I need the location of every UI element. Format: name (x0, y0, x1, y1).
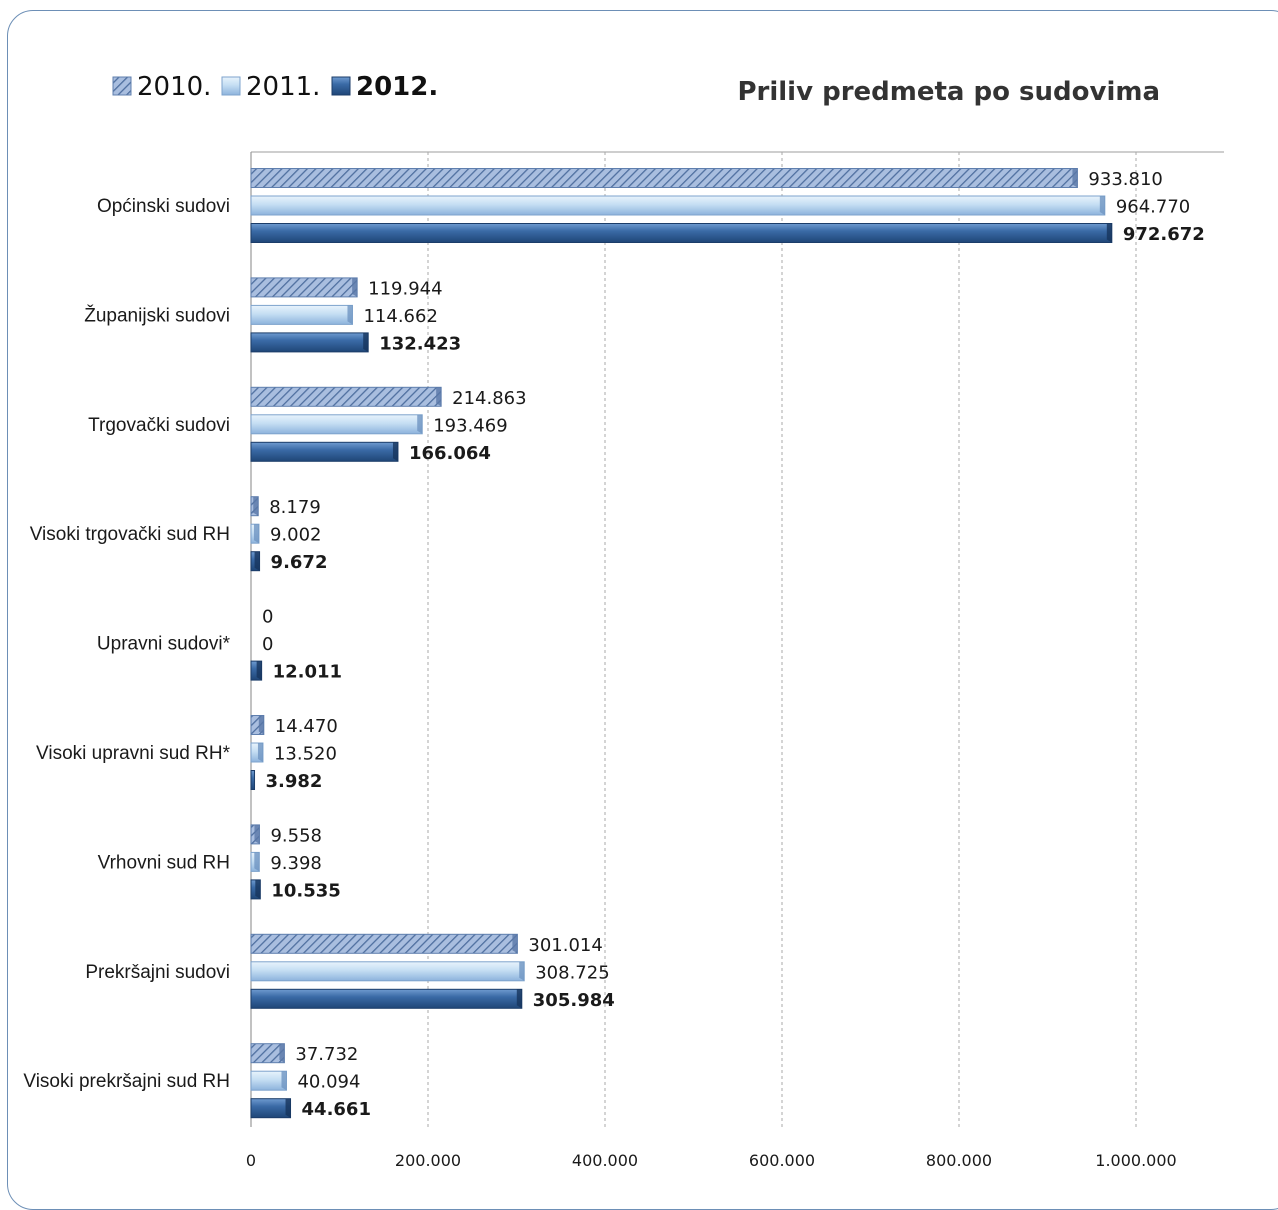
category-label: Visoki trgovački sud RH (30, 524, 230, 545)
bar-end-cap (253, 496, 259, 516)
x-tick-label: 0 (246, 1151, 256, 1170)
data-label: 9.558 (270, 825, 322, 846)
category-label: Županijski sudovi (84, 304, 230, 326)
data-label: 40.094 (297, 1072, 360, 1093)
bar (250, 988, 523, 1009)
category-label: Općinski sudovi (97, 196, 230, 217)
bar-end-cap (258, 715, 264, 735)
x-tick-label: 1.000.000 (1095, 1151, 1176, 1170)
bar-end-cap (257, 743, 263, 762)
data-label: 166.064 (409, 443, 491, 464)
legend-swatch (331, 76, 351, 96)
category-label: Vrhovni sud RH (98, 852, 230, 873)
bar (250, 1043, 285, 1064)
bar (250, 277, 358, 298)
bar-end-cap (1072, 168, 1078, 188)
bar (250, 961, 525, 982)
bar-end-cap (281, 1071, 287, 1091)
bar (250, 168, 1078, 188)
bar-end-cap (347, 305, 353, 325)
bar-end-cap (417, 414, 423, 434)
legend-label: 2010. (137, 72, 211, 102)
bar-end-cap (1099, 196, 1105, 215)
bar-end-cap (253, 524, 259, 544)
bar-end-cap (392, 442, 398, 462)
bar-end-cap (352, 277, 358, 297)
bar (250, 770, 256, 790)
bar-end-cap (519, 961, 525, 981)
x-tick-label: 800.000 (926, 1151, 992, 1170)
data-label: 3.982 (266, 771, 323, 792)
category-label: Trgovački sudovi (88, 415, 230, 436)
bar (250, 304, 353, 325)
bar-end-cap (255, 879, 261, 899)
bar (250, 386, 442, 407)
bar (250, 332, 369, 353)
bar (250, 1070, 287, 1091)
data-label: 9.002 (270, 525, 322, 546)
bar (250, 223, 1113, 243)
bar-end-cap (1106, 223, 1112, 243)
category-label: Upravni sudovi* (97, 634, 231, 655)
data-label: 0 (262, 607, 273, 628)
bar-end-cap (512, 934, 518, 954)
bar-end-cap (254, 551, 260, 571)
data-label: 9.672 (271, 552, 328, 573)
data-label: 214.863 (452, 388, 526, 409)
bar (250, 1098, 292, 1119)
category-label: Visoki upravni sud RH* (36, 743, 231, 764)
data-label: 14.470 (275, 716, 338, 737)
data-label: 964.770 (1116, 197, 1190, 218)
data-label: 972.672 (1123, 224, 1205, 245)
data-label: 308.725 (535, 962, 609, 983)
data-label: 933.810 (1088, 169, 1162, 190)
category-label: Visoki prekršajni sud RH (23, 1071, 230, 1092)
data-label: 13.520 (274, 744, 337, 765)
bar (250, 195, 1106, 216)
data-label: 0 (262, 634, 273, 655)
data-label: 305.984 (533, 990, 615, 1011)
bar (250, 414, 423, 435)
bar-end-cap (279, 1043, 285, 1063)
data-label: 119.944 (368, 278, 442, 299)
data-label: 114.662 (363, 306, 437, 327)
bar (250, 933, 518, 954)
bar-end-cap (436, 387, 442, 407)
category-label: Prekršajni sudovi (85, 962, 230, 983)
bar-chart: 2010. 2011. 2012. Priliv predmeta po sudov… (23, 72, 1224, 1170)
bar-end-cap (363, 332, 369, 352)
x-tick-label: 400.000 (572, 1151, 638, 1170)
x-tick-label: 600.000 (749, 1151, 815, 1170)
legend-label: 2011. (246, 72, 320, 102)
data-label: 8.179 (269, 497, 321, 518)
legend-swatch (221, 76, 241, 96)
data-label: 301.014 (528, 935, 602, 956)
chart-title: Priliv predmeta po sudovima (737, 77, 1160, 107)
legend-label: 2012. (356, 72, 438, 102)
x-tick-label: 200.000 (395, 1151, 461, 1170)
x-tick-labels: 0 200.000 400.000 600.000 800.000 1.000.000 (246, 1151, 1177, 1170)
data-label: 132.423 (379, 333, 461, 354)
bars: 933.810 964.770 972.672 119.944 114.662 132.4… (250, 168, 1205, 1120)
legend-swatch (112, 76, 132, 96)
bar-end-cap (254, 824, 260, 844)
bar-end-cap (285, 1098, 291, 1118)
data-label: 37.732 (295, 1044, 358, 1065)
bar-end-cap (256, 661, 262, 681)
category-labels: Općinski sudovi Županijski sudovi Trgovačk… (23, 196, 230, 1092)
data-label: 193.469 (433, 415, 507, 436)
legend: 2010. 2011. 2012. (112, 72, 438, 102)
data-label: 44.661 (302, 1099, 371, 1120)
bar (250, 441, 399, 462)
bar-end-cap (254, 852, 260, 872)
data-label: 9.398 (270, 853, 322, 874)
bar-end-cap (516, 989, 522, 1009)
data-label: 12.011 (273, 662, 342, 683)
data-label: 10.535 (271, 880, 340, 901)
